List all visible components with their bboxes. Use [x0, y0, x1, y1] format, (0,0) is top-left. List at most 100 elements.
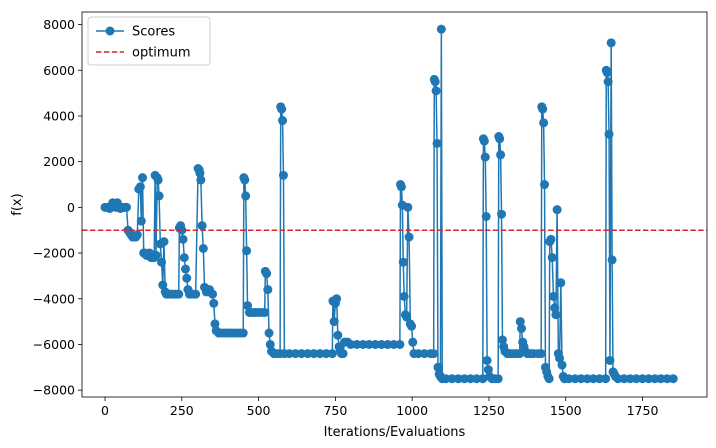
series-scores-point [547, 253, 557, 263]
series-scores-point [551, 310, 561, 320]
x-tick-label: 250 [170, 403, 194, 418]
series-scores-point [479, 136, 489, 146]
series-scores-point [432, 138, 442, 148]
legend-label-scores: Scores [132, 25, 175, 40]
y-tick-label: 6000 [43, 63, 75, 78]
series-scores-point [158, 280, 168, 290]
series-scores-point [197, 221, 207, 231]
series-scores-point [433, 362, 443, 372]
series-scores-point [240, 175, 250, 185]
x-tick-label: 1250 [473, 403, 505, 418]
series-scores-point [601, 374, 611, 384]
series-scores-point [327, 349, 337, 359]
series-scores-point [495, 134, 505, 144]
series-scores-point [483, 365, 493, 375]
series-scores-point [557, 360, 567, 370]
series-scores-point [198, 243, 208, 253]
y-tick-label: 0 [67, 200, 75, 215]
series-scores-point [605, 355, 615, 365]
series-scores-point [157, 257, 167, 267]
series-scores-point [154, 191, 164, 201]
series-scores-point [431, 86, 441, 96]
series-scores-point [209, 298, 219, 308]
x-tick-label: 750 [323, 403, 347, 418]
series-scores-point [159, 237, 169, 247]
x-tick-label: 1750 [627, 403, 659, 418]
series-scores-point [210, 319, 220, 329]
series-scores-point [278, 170, 288, 180]
legend-box [87, 16, 211, 66]
y-axis: −8000 −6000 −4000 −2000 0 2000 4000 6000 8000 [33, 17, 82, 398]
series-scores-point [153, 175, 163, 185]
series-scores-point [135, 182, 145, 192]
series-scores-point [195, 168, 205, 178]
series-scores-point [191, 289, 201, 299]
series-scores-point [604, 129, 614, 139]
series-scores-point [496, 150, 506, 160]
series-scores-point [243, 301, 253, 311]
y-tick-label: 2000 [43, 154, 75, 169]
series-scores-point [329, 317, 339, 327]
series-scores-point [408, 337, 418, 347]
series-scores-point [395, 339, 405, 349]
series-scores-point [539, 118, 549, 128]
series-scores-point [278, 116, 288, 126]
series-scores-point [515, 317, 525, 327]
y-tick-label: −8000 [33, 383, 75, 398]
series-scores-point [497, 209, 507, 219]
series-scores-point [481, 211, 491, 221]
y-tick-label: 4000 [43, 108, 75, 123]
series-scores-point [540, 180, 550, 190]
series-scores-point [480, 152, 490, 162]
series-scores-point [122, 202, 132, 212]
series-scores-point [404, 232, 414, 242]
series-scores-point [550, 303, 560, 313]
y-tick-label: −2000 [33, 246, 75, 261]
series-scores-point [333, 330, 343, 340]
series-scores-point [538, 104, 548, 114]
series-scores-point [241, 191, 251, 201]
series-scores-point [338, 349, 348, 359]
series-scores-point [497, 335, 507, 345]
series-scores-point [478, 374, 488, 384]
series-scores-point [482, 355, 492, 365]
series-scores-point [398, 257, 408, 267]
series-scores-point [602, 68, 612, 78]
series-scores-point [546, 234, 556, 244]
x-tick-label: 0 [101, 403, 109, 418]
series-scores-point [264, 328, 274, 338]
series-scores-point [402, 312, 412, 322]
series-scores-point [516, 323, 526, 333]
series-scores-point [138, 173, 148, 183]
plot-area [82, 24, 707, 384]
y-tick-label: −6000 [33, 337, 75, 352]
series-scores-point [265, 339, 275, 349]
series-scores-point [436, 24, 446, 34]
series-scores-point [208, 289, 218, 299]
series-scores-point [555, 353, 565, 363]
series-scores-point [407, 321, 417, 331]
series-scores-point [181, 264, 191, 274]
series-scores-point [430, 77, 440, 87]
series-scores-point [548, 291, 558, 301]
series-scores-point [399, 291, 409, 301]
series-scores-point [556, 278, 566, 288]
series-scores-point [178, 234, 188, 244]
series-scores-point [277, 104, 287, 114]
series-scores-point [262, 269, 272, 279]
series-scores-point [238, 328, 248, 338]
series-scores-point [607, 255, 617, 265]
series-scores-point [536, 349, 546, 359]
series-scores-point [429, 349, 439, 359]
series-scores-point [263, 285, 273, 295]
x-tick-label: 500 [247, 403, 271, 418]
y-axis-label: f(x) [10, 193, 25, 215]
x-axis: 0 250 500 750 1000 1250 1500 1750 [101, 397, 658, 418]
x-tick-label: 1000 [396, 403, 428, 418]
y-tick-label: −4000 [33, 291, 75, 306]
series-scores-point [182, 273, 192, 283]
series-scores-point [179, 253, 189, 263]
legend-marker-scores-dot [105, 26, 115, 36]
